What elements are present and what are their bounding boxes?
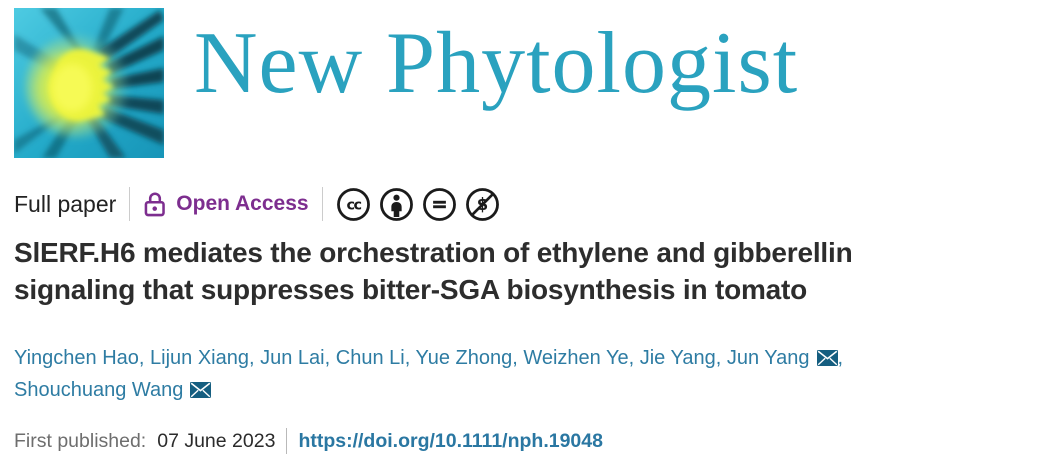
- divider: [129, 187, 131, 221]
- divider: [286, 428, 288, 454]
- author-link[interactable]: Jun Lai: [260, 347, 325, 369]
- article-title-line: signaling that suppresses bitter-SGA bio…: [14, 274, 808, 305]
- first-published-label: First published:: [14, 429, 147, 452]
- svg-text:cc: cc: [346, 197, 361, 213]
- sunburst-logo-icon: [14, 8, 164, 158]
- email-icon[interactable]: [190, 382, 212, 398]
- author-link[interactable]: Jun Yang: [727, 347, 838, 369]
- license-icons-group: cc $: [336, 187, 500, 222]
- article-header-page: { "journal": { "name": "New Phytologist"…: [0, 8, 1046, 468]
- divider: [321, 187, 323, 221]
- publication-row: First published: 07 June 2023 https://do…: [14, 428, 1046, 454]
- email-icon[interactable]: [816, 350, 838, 366]
- cc-nc-icon[interactable]: $: [465, 187, 500, 222]
- journal-header: New Phytologist: [14, 8, 1046, 158]
- article-type-label: Full paper: [14, 190, 117, 217]
- journal-logo[interactable]: [14, 8, 164, 158]
- author-link[interactable]: Jie Yang: [639, 347, 716, 369]
- article-title: SlERF.H6 mediates the orchestration of e…: [14, 234, 1046, 308]
- publication-date: 07 June 2023: [157, 429, 276, 452]
- author-link[interactable]: Yingchen Hao: [14, 347, 139, 369]
- author-link[interactable]: Shouchuang Wang: [14, 379, 212, 401]
- author-link[interactable]: Weizhen Ye: [523, 347, 629, 369]
- open-access-link[interactable]: Open Access: [143, 191, 309, 217]
- cc-nd-icon[interactable]: [422, 187, 457, 222]
- author-link[interactable]: Lijun Xiang: [150, 347, 249, 369]
- cc-by-icon[interactable]: [379, 187, 414, 222]
- open-access-label: Open Access: [176, 192, 309, 215]
- author-list: Yingchen Hao, Lijun Xiang, Jun Lai, Chun…: [14, 347, 844, 401]
- journal-name[interactable]: New Phytologist: [194, 15, 799, 112]
- doi-link[interactable]: https://doi.org/10.1111/nph.19048: [298, 429, 603, 452]
- author-link[interactable]: Chun Li: [335, 347, 405, 369]
- article-meta-row: Full paper Open Access cc: [14, 186, 1046, 222]
- article-title-line: SlERF.H6 mediates the orchestration of e…: [14, 237, 853, 268]
- author-link[interactable]: Yue Zhong: [415, 347, 513, 369]
- open-lock-icon: [144, 192, 166, 217]
- cc-icon[interactable]: cc: [336, 187, 371, 222]
